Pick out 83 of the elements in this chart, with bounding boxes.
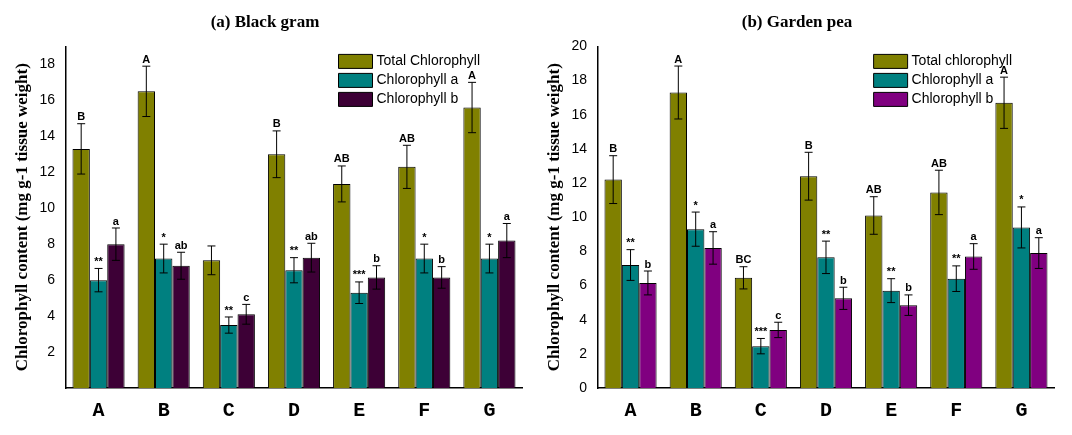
data-label: **	[224, 303, 234, 316]
x-tick-label: D	[819, 399, 832, 423]
data-label: a	[1035, 224, 1043, 237]
data-label: a	[503, 210, 511, 223]
y-tick-label: 18	[571, 71, 588, 88]
data-label: AB	[930, 156, 947, 169]
legend-label: Chlorophyll b	[376, 90, 459, 107]
data-label: B	[804, 138, 813, 151]
data-label: ab	[304, 229, 319, 242]
y-tick-label: 14	[39, 127, 56, 144]
y-tick-label: 20	[571, 37, 588, 54]
data-label: AB	[865, 183, 882, 196]
data-label: b	[905, 281, 913, 294]
data-label: *	[422, 230, 428, 243]
y-tick-label: 10	[571, 208, 588, 225]
data-label: *	[693, 198, 699, 211]
x-tick-label: E	[885, 399, 898, 423]
legend-label: Chlorophyll a	[911, 71, 994, 88]
x-tick-label: B	[157, 399, 170, 423]
data-label: B	[272, 117, 281, 130]
y-tick-label: 14	[571, 139, 588, 156]
y-tick-label: 2	[47, 342, 56, 359]
data-label: A	[142, 52, 151, 65]
legend-label: Chlorophyll b	[911, 90, 994, 107]
y-tick-label: 10	[39, 199, 56, 216]
chart-title: (a) Black gram	[210, 11, 320, 31]
data-label: *	[487, 230, 493, 243]
data-label: B	[77, 110, 86, 123]
y-axis-title: Chlorophyll content (mg g-1 tissue weight)	[543, 63, 563, 372]
x-tick-label: B	[689, 399, 702, 423]
data-label: AB	[398, 131, 415, 144]
x-tick-label: F	[418, 399, 431, 423]
data-label: b	[438, 253, 446, 266]
data-label: b	[373, 252, 381, 265]
x-tick-label: C	[222, 399, 235, 423]
data-label: c	[775, 308, 782, 321]
data-label: b	[839, 273, 847, 286]
data-label: **	[626, 236, 636, 249]
legend-label: Chlorophyll a	[376, 71, 459, 88]
x-tick-label: G	[1015, 399, 1028, 423]
data-label: ***	[754, 325, 768, 337]
data-label: ***	[352, 268, 367, 281]
data-label: A	[674, 52, 683, 65]
data-label: **	[821, 227, 831, 240]
x-tick-label: G	[483, 399, 496, 423]
data-label: **	[289, 244, 299, 257]
data-label: ab	[174, 238, 188, 251]
y-tick-label: 8	[47, 235, 56, 252]
x-tick-label: C	[754, 399, 767, 423]
y-tick-label: 2	[579, 344, 588, 361]
data-label: B	[609, 142, 618, 155]
y-tick-label: 4	[47, 306, 56, 323]
y-tick-label: 16	[571, 105, 588, 122]
x-tick-label: A	[624, 399, 637, 423]
y-tick-label: 8	[579, 242, 588, 259]
x-tick-label: A	[92, 399, 105, 423]
y-tick-label: 12	[39, 163, 56, 180]
data-label: a	[112, 214, 120, 227]
x-tick-label: E	[353, 399, 366, 423]
legend-label: Total Chlorophyll	[376, 52, 480, 69]
chart-title: (b) Garden pea	[741, 11, 853, 31]
data-label: **	[952, 252, 962, 265]
y-tick-label: 12	[571, 173, 588, 190]
y-axis-title: Chlorophyll content (mg g-1 tissue weight)	[11, 63, 31, 372]
data-label: c	[243, 290, 250, 303]
data-label: a	[970, 230, 978, 243]
data-label: A	[468, 68, 477, 81]
y-tick-label: 18	[39, 55, 56, 72]
data-label: *	[1019, 193, 1025, 206]
data-label: BC	[735, 253, 752, 266]
x-tick-label: D	[287, 399, 300, 423]
x-tick-label: F	[950, 399, 963, 423]
data-label: *	[161, 230, 167, 243]
data-label: **	[94, 254, 104, 267]
y-tick-label: 6	[579, 276, 588, 293]
data-label: b	[644, 257, 652, 270]
y-tick-label: 16	[39, 91, 56, 108]
y-tick-label: 6	[47, 270, 56, 287]
data-label: **	[886, 265, 897, 278]
data-label: AB	[333, 152, 350, 165]
y-tick-label: 0	[579, 378, 588, 395]
data-label: a	[710, 218, 717, 231]
y-tick-label: 4	[579, 310, 588, 327]
